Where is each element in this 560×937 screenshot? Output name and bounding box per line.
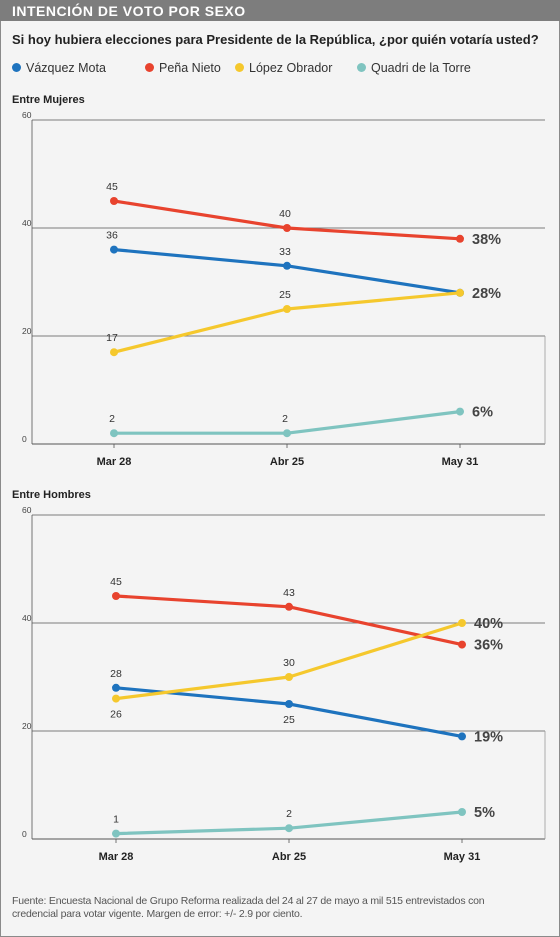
footer-source: Fuente: Encuesta Nacional de Grupo Refor…: [12, 895, 485, 920]
chart-hombres: 60 40 20 0 Mar 28 Abr 25 May 31 28 25 19% 45 43 36% 2…: [22, 505, 546, 863]
data-label: 25: [283, 714, 295, 726]
data-point: [112, 592, 120, 600]
end-value-label: 38%: [472, 232, 501, 248]
data-point: [458, 808, 466, 816]
data-point: [285, 673, 293, 681]
legend-item-quadri: Quadri de la Torre: [357, 61, 471, 75]
data-point: [110, 429, 118, 438]
data-label: 30: [283, 657, 295, 669]
data-point: [285, 700, 293, 708]
panel-title-hombres: Entre Hombres: [12, 489, 91, 501]
data-label: 45: [106, 181, 118, 193]
question-text: Si hoy hubiera elecciones para President…: [12, 32, 539, 47]
data-point: [112, 694, 120, 703]
end-value-label: 19%: [474, 729, 503, 745]
end-value-label: 6%: [472, 405, 493, 421]
data-point: [283, 429, 291, 438]
series-line: [114, 686, 464, 738]
end-value-label: 40%: [474, 616, 503, 632]
data-point: [283, 224, 291, 232]
data-label: 45: [110, 576, 122, 588]
data-label: 26: [110, 709, 122, 721]
legend-label: López Obrador: [249, 61, 333, 75]
legend-item-pena-nieto: Peña Nieto: [145, 61, 221, 75]
data-point: [285, 824, 293, 833]
data-point: [458, 619, 466, 627]
data-point: [283, 305, 291, 313]
end-value-label: 36%: [474, 638, 503, 654]
data-label: 40: [279, 208, 291, 220]
header-bar: INTENCIÓN DE VOTO POR SEXO: [0, 0, 560, 21]
data-label: 17: [106, 332, 118, 344]
data-point: [456, 234, 464, 243]
data-label: 25: [279, 289, 291, 301]
legend-label: Peña Nieto: [159, 61, 221, 75]
data-point: [285, 602, 293, 611]
end-value-label: 28%: [472, 286, 501, 302]
data-point: [110, 197, 118, 205]
header-title: INTENCIÓN DE VOTO POR SEXO: [12, 3, 246, 19]
legend-swatch: [145, 63, 154, 73]
chart-mujeres: 60 40 20 0 Mar 28 Abr 25 May 31 36 33 28% 45 40 38% 1…: [22, 110, 546, 468]
data-point: [458, 732, 466, 741]
data-label: 36: [106, 230, 118, 242]
legend-swatch: [12, 63, 21, 73]
end-value-label: 5%: [474, 805, 495, 821]
legend-swatch: [357, 63, 366, 73]
data-label: 28: [110, 668, 122, 680]
x-tick-label: May 31: [442, 456, 479, 468]
data-label: 2: [286, 808, 292, 820]
data-point: [110, 245, 118, 254]
x-tick-label: May 31: [444, 851, 481, 863]
legend-label: Vázquez Mota: [26, 61, 106, 75]
x-tick-label: Mar 28: [99, 851, 134, 863]
x-tick-label: Mar 28: [97, 456, 132, 468]
y-tick-label: 0: [22, 434, 27, 444]
series-line: [112, 291, 462, 354]
data-point: [112, 683, 120, 692]
data-point: [458, 640, 466, 649]
y-tick-label: 20: [22, 721, 32, 731]
data-point: [110, 348, 118, 357]
data-point: [456, 288, 464, 297]
data-label: 33: [279, 246, 291, 258]
data-point: [283, 261, 291, 270]
legend-item-vazquez-mota: Vázquez Mota: [12, 61, 106, 75]
data-label: 1: [113, 814, 119, 826]
x-tick-label: Abr 25: [270, 456, 304, 468]
y-tick-label: 60: [22, 505, 32, 515]
y-tick-label: 40: [22, 613, 32, 623]
data-point: [112, 829, 120, 838]
y-tick-label: 60: [22, 110, 32, 120]
data-label: 2: [109, 413, 115, 425]
y-tick-label: 0: [22, 829, 27, 839]
y-tick-label: 20: [22, 326, 32, 336]
data-label: 43: [283, 587, 295, 599]
legend-label: Quadri de la Torre: [371, 61, 471, 75]
legend-swatch: [235, 63, 244, 73]
data-point: [456, 407, 464, 416]
x-tick-label: Abr 25: [272, 851, 306, 863]
panel-title-mujeres: Entre Mujeres: [12, 94, 85, 106]
legend-item-lopez-obrador: López Obrador: [235, 61, 332, 75]
data-label: 2: [282, 413, 288, 425]
y-tick-label: 40: [22, 218, 32, 228]
